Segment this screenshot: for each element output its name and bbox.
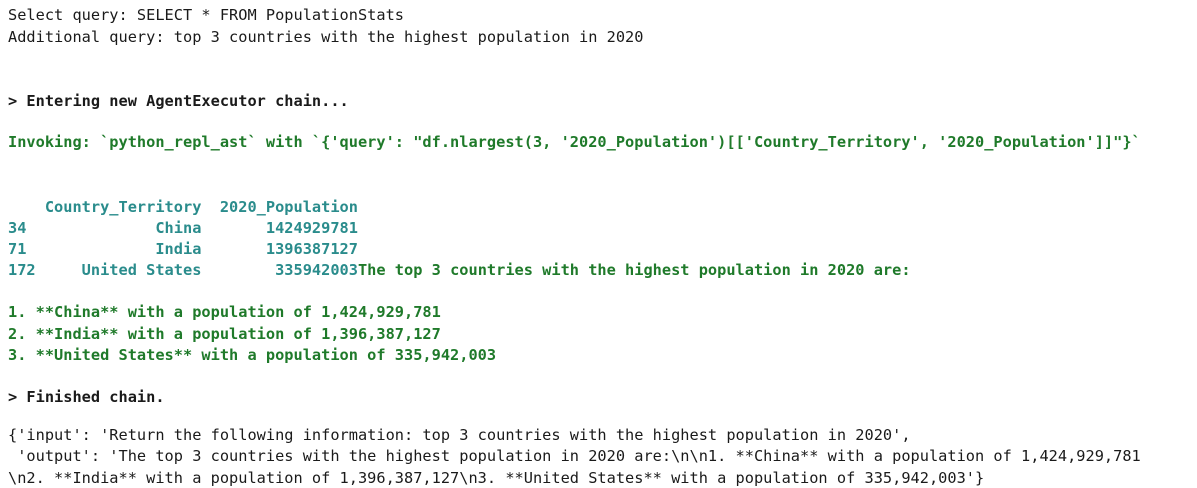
output-dict-line: 'output': 'The top 3 countries with the … xyxy=(8,447,1141,465)
additional-query-line: Additional query: top 3 countries with t… xyxy=(8,28,644,46)
table-row: 34 China 1424929781 xyxy=(8,219,358,237)
table-row: 71 India 1396387127 xyxy=(8,240,358,258)
answer-item: 2. **India** with a population of 1,396,… xyxy=(8,325,441,343)
answer-item: 3. **United States** with a population o… xyxy=(8,346,497,364)
entering-chain-line: > Entering new AgentExecutor chain... xyxy=(8,92,349,110)
answer-intro: The top 3 countries with the highest pop… xyxy=(357,261,911,279)
table-row-last: 172 United States 335942003The top 3 cou… xyxy=(8,261,911,279)
output-dict-line: {'input': 'Return the following informat… xyxy=(8,426,911,444)
output-dict-line: \n2. **India** with a population of 1,39… xyxy=(8,469,985,487)
finished-chain-line: > Finished chain. xyxy=(8,388,165,406)
answer-item: 1. **China** with a population of 1,424,… xyxy=(8,303,441,321)
table-header: Country_Territory 2020_Population xyxy=(8,198,358,216)
table-row-text: 172 United States 335942003 xyxy=(8,261,358,279)
invoking-line: Invoking: `python_repl_ast` with `{'quer… xyxy=(8,133,1141,151)
select-query-line: Select query: SELECT * FROM PopulationSt… xyxy=(8,6,405,24)
